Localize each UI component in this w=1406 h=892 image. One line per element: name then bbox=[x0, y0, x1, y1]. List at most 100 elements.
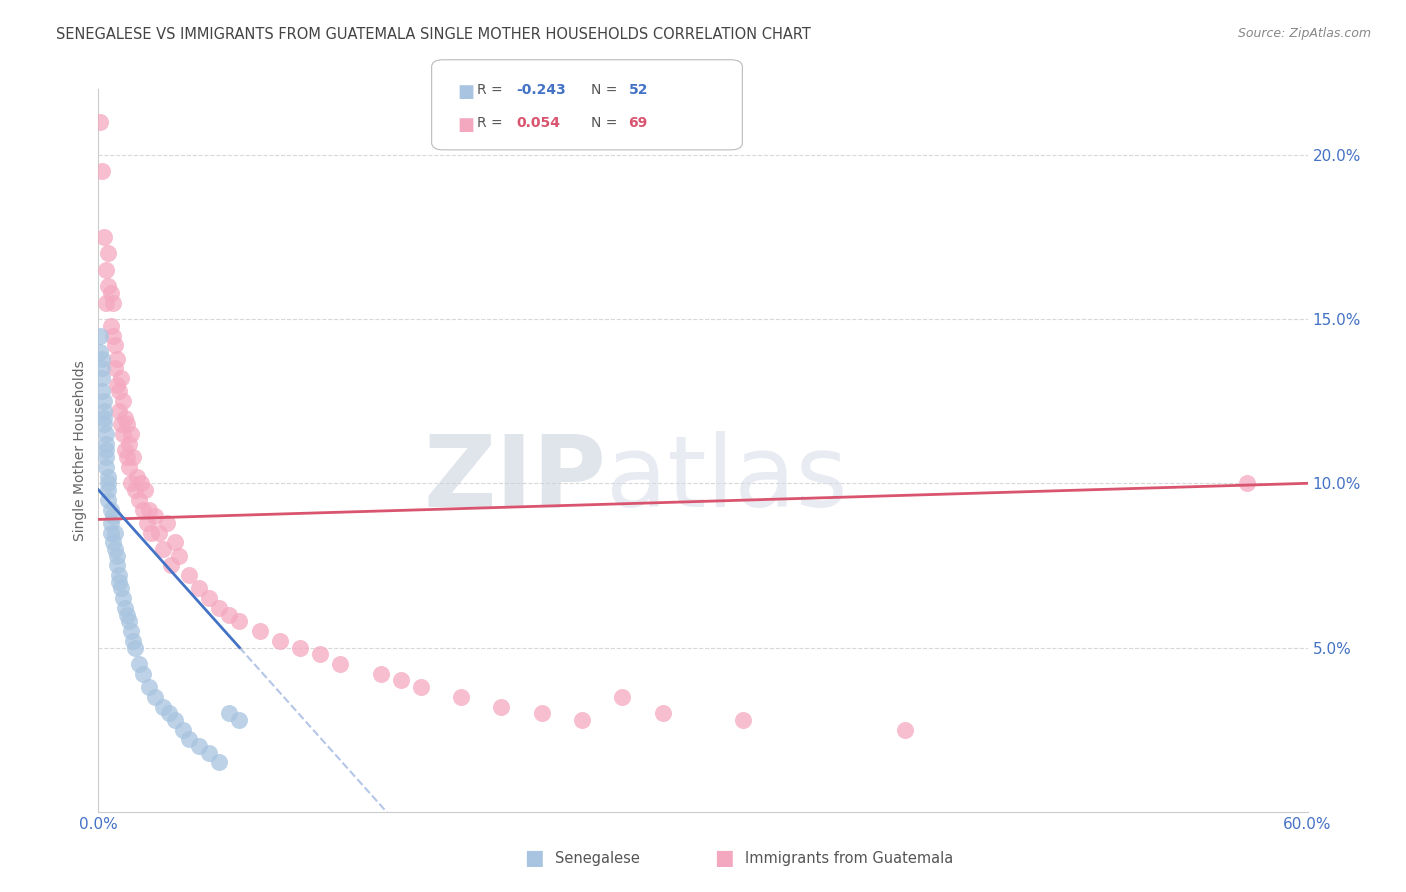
Text: SENEGALESE VS IMMIGRANTS FROM GUATEMALA SINGLE MOTHER HOUSEHOLDS CORRELATION CHA: SENEGALESE VS IMMIGRANTS FROM GUATEMALA … bbox=[56, 27, 811, 42]
Point bbox=[101, 295, 124, 310]
Point bbox=[128, 657, 150, 671]
Point bbox=[163, 535, 186, 549]
Point bbox=[105, 549, 128, 563]
Text: -0.243: -0.243 bbox=[516, 83, 565, 97]
Point bbox=[89, 115, 111, 129]
Point bbox=[389, 673, 412, 688]
Text: 52: 52 bbox=[628, 83, 648, 97]
Text: 0.054: 0.054 bbox=[516, 116, 560, 130]
Point bbox=[733, 713, 755, 727]
Point bbox=[118, 437, 141, 451]
Point bbox=[96, 459, 118, 474]
Point bbox=[198, 746, 221, 760]
Point bbox=[152, 699, 174, 714]
Point bbox=[218, 607, 240, 622]
Point bbox=[208, 601, 231, 615]
Point bbox=[138, 680, 160, 694]
Point bbox=[135, 516, 157, 530]
Point bbox=[450, 690, 472, 704]
Point bbox=[100, 285, 122, 300]
Point bbox=[96, 450, 118, 464]
Point bbox=[97, 246, 120, 260]
Point bbox=[105, 558, 128, 573]
Point bbox=[114, 443, 136, 458]
Point bbox=[179, 732, 201, 747]
Point bbox=[89, 345, 111, 359]
Point bbox=[893, 723, 915, 737]
Point bbox=[120, 427, 142, 442]
Point bbox=[97, 483, 120, 497]
Point bbox=[105, 377, 128, 392]
Point bbox=[101, 535, 124, 549]
Point bbox=[1236, 476, 1258, 491]
Point bbox=[103, 541, 125, 556]
Point bbox=[100, 318, 122, 333]
Point bbox=[110, 582, 132, 596]
Point bbox=[107, 404, 129, 418]
Point bbox=[96, 437, 118, 451]
Point bbox=[100, 525, 122, 540]
Point bbox=[97, 492, 120, 507]
Point bbox=[91, 164, 114, 178]
Point bbox=[167, 549, 190, 563]
Point bbox=[249, 624, 271, 639]
Point bbox=[115, 607, 138, 622]
Point bbox=[89, 328, 111, 343]
Point bbox=[96, 427, 118, 442]
Point bbox=[101, 509, 124, 524]
Point bbox=[93, 417, 115, 432]
Point bbox=[148, 525, 170, 540]
Point bbox=[103, 525, 125, 540]
Text: ■: ■ bbox=[457, 83, 474, 101]
Point bbox=[157, 706, 180, 721]
Point bbox=[97, 279, 120, 293]
Point bbox=[125, 469, 148, 483]
Point bbox=[91, 371, 114, 385]
Point bbox=[93, 394, 115, 409]
Point bbox=[115, 450, 138, 464]
Point bbox=[115, 417, 138, 432]
Point bbox=[329, 657, 352, 671]
Text: Source: ZipAtlas.com: Source: ZipAtlas.com bbox=[1237, 27, 1371, 40]
Point bbox=[218, 706, 240, 721]
Point bbox=[188, 582, 211, 596]
Point bbox=[91, 351, 114, 366]
Text: ■: ■ bbox=[714, 848, 734, 868]
Text: N =: N = bbox=[591, 83, 621, 97]
Point bbox=[107, 574, 129, 589]
Point bbox=[121, 450, 143, 464]
Point bbox=[409, 680, 432, 694]
Point bbox=[138, 502, 160, 516]
Text: ■: ■ bbox=[457, 116, 474, 134]
Point bbox=[93, 230, 115, 244]
Point bbox=[179, 568, 201, 582]
Point bbox=[103, 361, 125, 376]
Text: ZIP: ZIP bbox=[423, 431, 606, 528]
Point bbox=[91, 384, 114, 399]
Point bbox=[370, 666, 392, 681]
Text: Immigrants from Guatemala: Immigrants from Guatemala bbox=[745, 851, 953, 865]
Point bbox=[228, 614, 250, 628]
Point bbox=[97, 469, 120, 483]
Point bbox=[124, 483, 146, 497]
Point bbox=[114, 601, 136, 615]
Point bbox=[132, 502, 155, 516]
Point bbox=[111, 591, 134, 606]
Point bbox=[93, 404, 115, 418]
Point bbox=[110, 371, 132, 385]
Point bbox=[208, 756, 231, 770]
Point bbox=[103, 338, 125, 352]
Text: Senegalese: Senegalese bbox=[555, 851, 640, 865]
Point bbox=[143, 690, 166, 704]
Point bbox=[118, 459, 141, 474]
Y-axis label: Single Mother Households: Single Mother Households bbox=[73, 360, 87, 541]
Point bbox=[139, 525, 162, 540]
Point bbox=[134, 483, 156, 497]
Point bbox=[124, 640, 146, 655]
Point bbox=[107, 568, 129, 582]
Point bbox=[491, 699, 513, 714]
Point bbox=[120, 476, 142, 491]
Point bbox=[96, 295, 118, 310]
Point bbox=[152, 541, 174, 556]
Point bbox=[121, 634, 143, 648]
